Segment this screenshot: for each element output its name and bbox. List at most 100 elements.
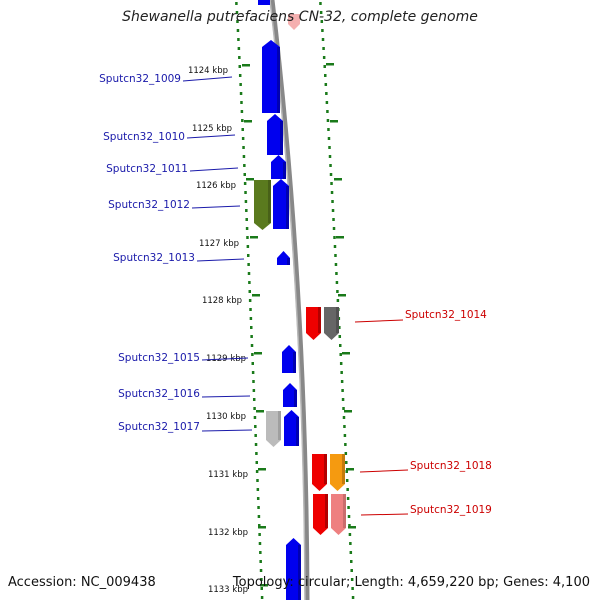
ring-dot [350,578,354,581]
ring-dot [322,56,326,59]
tick-mark [334,178,342,181]
ring-dot [345,461,348,464]
ring-dot [256,488,260,491]
ring-dot [246,236,249,239]
gene-arrow [286,538,301,600]
ring-dot [332,218,335,221]
gene-label[interactable]: Sputcn32_1017 [118,421,200,433]
tick-rings [235,2,356,599]
ring-dot [245,218,248,221]
gene-label-leader [201,429,253,432]
ring-dot [338,326,341,329]
ring-dot [253,407,256,410]
gene-partial-top-forward [258,0,270,5]
tick-mark [246,178,254,181]
ring-dot [240,101,243,104]
gene-label[interactable]: Sputcn32_1010 [103,131,185,143]
ring-dot [245,227,249,230]
ring-dot [258,524,261,527]
ring-dot [344,452,348,455]
ring-dot [328,155,332,158]
ring-dot [254,425,257,428]
tick-mark [252,294,260,297]
ring-dot [241,137,245,140]
tick-mark [330,120,338,123]
ring-dot [329,164,332,167]
gene-label[interactable]: Sputcn32_1014 [405,309,487,321]
ring-dot [241,119,244,122]
ring-dot [255,452,258,455]
tick-mark [250,236,258,239]
ring-dot [254,443,258,446]
ring-dot [342,416,346,419]
gene-arrow [284,410,299,446]
ring-dot [244,191,247,194]
ring-dot [335,272,338,275]
ring-dot [237,38,240,41]
scale-labels: 1124 kbp 1125 kbp 1126 kbp 1127 kbp 1128 kbp… [188,66,248,595]
gene-label-leader [182,76,233,82]
ring-dot [326,110,329,113]
ring-dot [330,182,333,185]
ring-dot [331,209,335,212]
gene-label[interactable]: Sputcn32_1012 [108,199,190,211]
tick-mark [244,120,252,123]
ring-dot [247,263,250,266]
gene-label-leader [359,469,409,473]
tick-mark [260,584,268,587]
ring-dot [255,470,259,473]
ring-dot [256,497,260,500]
gene-label[interactable]: Sputcn32_1011 [106,163,188,175]
gene-arrow [306,307,321,340]
ring-dot [333,236,336,239]
gene-arrow [324,307,339,340]
gene-label[interactable]: Sputcn32_1016 [118,388,200,400]
ring-dot [259,551,262,554]
ring-dot [256,479,259,482]
gene-labels: Sputcn32_1009 Sputcn32_1010 Sputcn32_1011 S… [99,73,492,516]
ring-dot [330,191,334,194]
ring-dot [247,272,251,275]
ring-dot [248,290,252,293]
scale-label: 1131 kbp [208,470,248,480]
ring-dot [329,173,333,176]
ring-dot [349,542,352,545]
ring-dot [325,101,329,104]
ring-dot [238,56,241,59]
ring-dot [238,65,242,68]
ring-dot [257,506,260,509]
tick-mark [342,352,350,355]
ring-dot [326,119,330,122]
gene-label[interactable]: Sputcn32_1018 [410,460,492,472]
ring-dot [351,587,354,590]
gene-label[interactable]: Sputcn32_1013 [113,252,195,264]
ring-dot [343,425,346,428]
ring-dot [248,299,252,302]
ring-dot [342,407,345,410]
tick-mark [254,352,262,355]
ring-dot [246,254,250,257]
ring-dot [321,29,324,32]
ring-dot [345,470,348,473]
ring-dot [241,128,244,131]
gene-arrow [312,454,327,491]
tick-mark [344,410,352,413]
gene-label[interactable]: Sputcn32_1015 [118,352,200,364]
tick-mark [256,410,264,413]
ring-dot [239,92,243,95]
gene-label[interactable]: Sputcn32_1009 [99,73,181,85]
gene-label-leader [191,205,241,209]
ring-dot [334,263,338,266]
ring-dot [351,596,355,599]
gene-label[interactable]: Sputcn32_1019 [410,504,492,516]
ring-dot [240,110,244,113]
ring-dot [255,461,259,464]
ring-dot [260,578,263,581]
ring-dot [341,389,344,392]
ring-dot [246,245,250,248]
tick-mark [348,526,356,529]
ring-dot [346,497,350,500]
scale-label: 1133 kbp [208,585,248,595]
ring-dot [340,380,344,383]
